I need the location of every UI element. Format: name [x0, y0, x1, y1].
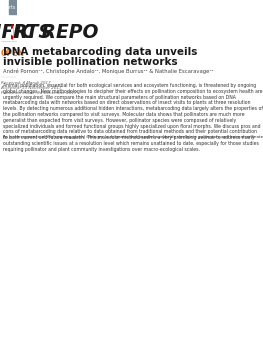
Text: invisible pollination networks: invisible pollination networks	[3, 57, 177, 67]
Text: Animal pollination, essential for both ecological services and ecosystem functio: Animal pollination, essential for both e…	[3, 83, 263, 152]
Text: André Pornon¹², Christophe Andalo¹², Monique Burrus¹² & Nathalie Escaravage¹²: André Pornon¹², Christophe Andalo¹², Mon…	[3, 69, 213, 74]
Text: www.nature.com/scientificreports: www.nature.com/scientificreports	[0, 4, 16, 9]
Text: SCIENTIFIC REPO: SCIENTIFIC REPO	[0, 22, 98, 42]
Text: OPEN: OPEN	[1, 49, 25, 58]
Text: DNA metabarcoding data unveils: DNA metabarcoding data unveils	[3, 47, 197, 57]
Text: RTS: RTS	[13, 22, 53, 42]
Text: Accepted: 13 November 2017: Accepted: 13 November 2017	[1, 86, 62, 90]
Text: As a consequence of the ongoing global changes, a dramatic and parallel worldwid: As a consequence of the ongoing global c…	[3, 135, 263, 139]
Text: Published online: 04 December 2017: Published online: 04 December 2017	[1, 91, 76, 95]
Polygon shape	[12, 25, 13, 39]
Text: Received: 4 March 2017: Received: 4 March 2017	[1, 81, 50, 85]
Bar	[9, 0, 17, 14]
